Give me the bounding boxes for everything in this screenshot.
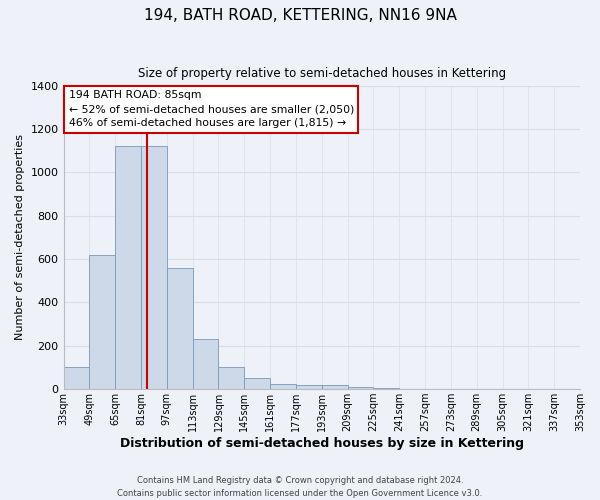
Text: 194 BATH ROAD: 85sqm
← 52% of semi-detached houses are smaller (2,050)
46% of se: 194 BATH ROAD: 85sqm ← 52% of semi-detac… xyxy=(69,90,354,128)
Bar xyxy=(89,255,115,389)
Text: Contains HM Land Registry data © Crown copyright and database right 2024.
Contai: Contains HM Land Registry data © Crown c… xyxy=(118,476,482,498)
Y-axis label: Number of semi-detached properties: Number of semi-detached properties xyxy=(15,134,25,340)
X-axis label: Distribution of semi-detached houses by size in Kettering: Distribution of semi-detached houses by … xyxy=(120,437,524,450)
Bar xyxy=(270,384,296,389)
Bar xyxy=(244,378,270,389)
Bar xyxy=(322,385,347,389)
Title: Size of property relative to semi-detached houses in Kettering: Size of property relative to semi-detach… xyxy=(138,68,506,80)
Bar xyxy=(167,268,193,389)
Bar xyxy=(193,340,218,389)
Bar xyxy=(115,146,141,389)
Bar xyxy=(347,387,373,389)
Bar xyxy=(296,385,322,389)
Text: 194, BATH ROAD, KETTERING, NN16 9NA: 194, BATH ROAD, KETTERING, NN16 9NA xyxy=(143,8,457,22)
Bar xyxy=(64,368,89,389)
Bar xyxy=(141,146,167,389)
Bar xyxy=(218,368,244,389)
Bar xyxy=(373,388,399,389)
